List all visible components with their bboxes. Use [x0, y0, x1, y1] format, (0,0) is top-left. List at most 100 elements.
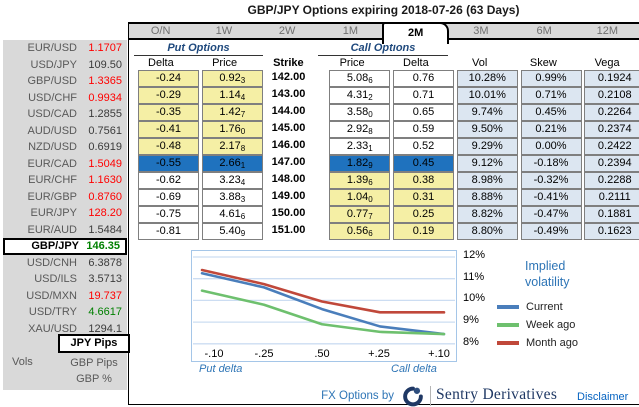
sidebar-pair-usdtry[interactable]: USD/TRY 4.6617	[3, 304, 127, 321]
sidebar-pair-usdmxn[interactable]: USD/MXN 19.737	[3, 288, 127, 305]
call-price-cell: 0.566	[329, 223, 391, 240]
sentry-logo-icon	[403, 386, 423, 407]
sidebar-pair-usdchf[interactable]: USD/CHF 0.9934	[3, 90, 127, 107]
legend-dash-current	[497, 305, 519, 309]
y-tick-0: 12%	[463, 249, 486, 261]
vega-cell: 0.1881	[584, 206, 639, 223]
skew-cell: 0.21%	[520, 121, 582, 138]
skew-cell: -0.32%	[520, 172, 582, 189]
skew-cell: -0.47%	[520, 206, 582, 223]
pair-label: EUR/JPY	[30, 207, 77, 219]
call-price-cell: 4.312	[329, 87, 391, 104]
price-main: 3.23	[219, 174, 241, 186]
tab-on[interactable]: O/N	[150, 25, 171, 37]
vol-cell: 8.88%	[456, 189, 518, 206]
legend-label: Current	[526, 301, 563, 313]
skew-cell: -0.18%	[520, 155, 582, 172]
legend-item-current: Current	[497, 298, 578, 316]
call-delta-cell: 0.31	[393, 189, 454, 206]
tab-12m[interactable]: 12M	[596, 25, 619, 37]
disclaimer-link[interactable]: Disclaimer	[577, 391, 629, 403]
vol-cell: 10.01%	[456, 87, 518, 104]
sidebar-pair-eurjpy[interactable]: EUR/JPY 128.20	[3, 205, 127, 222]
sidebar-pair-audusd[interactable]: AUD/USD 0.7561	[3, 123, 127, 140]
put-price-cell: 5.409	[201, 223, 263, 240]
tab-2w[interactable]: 2W	[278, 25, 296, 37]
pair-label: EUR/USD	[27, 42, 77, 54]
put-delta-cell: -0.62	[138, 172, 199, 189]
put-delta-cell: -0.24	[138, 70, 199, 87]
skew-cell: -0.49%	[520, 223, 582, 240]
put-delta-cell: -0.41	[138, 121, 199, 138]
sidebar-pair-nzdusd[interactable]: NZD/USD 0.6919	[3, 139, 127, 156]
pair-label: USD/MXN	[26, 289, 77, 302]
pair-label: EUR/GBP	[27, 190, 77, 203]
price-main: 0.56	[346, 225, 369, 237]
x-tick-1: -.25	[254, 348, 274, 360]
pair-label: GBP/USD	[27, 75, 77, 87]
x-tick-4: +.10	[428, 348, 450, 360]
vega-cell: 0.2288	[584, 172, 639, 189]
pair-value: 0.8760	[88, 190, 122, 203]
sidebar-pair-eurchf[interactable]: EUR/CHF 1.1630	[3, 172, 127, 189]
vega-cell: 0.2264	[584, 104, 639, 121]
pair-label: USD/CNH	[26, 256, 77, 269]
put-price-cell: 1.144	[201, 87, 263, 104]
price-subdigit: 6	[368, 229, 373, 238]
vega-cell: 0.2422	[584, 138, 639, 155]
tab-3m[interactable]: 3M	[473, 25, 489, 37]
vols-label: Vols	[12, 356, 33, 368]
sidebar-pair-eurcad[interactable]: EUR/CAD 1.5049	[3, 156, 127, 173]
price-main: 1.14	[219, 89, 241, 101]
call-price-cell: 2.928	[329, 121, 391, 138]
price-main: 0.77	[346, 208, 369, 220]
skew-cell: 0.00%	[520, 138, 582, 155]
strike-cell: 151.00	[271, 224, 306, 236]
price-main: 5.08	[346, 72, 369, 84]
put-price-cell: 2.661	[201, 155, 263, 172]
strike-cell: 147.00	[271, 156, 306, 168]
call-delta-cell: 0.52	[393, 138, 454, 155]
vega-cell: 0.1623	[584, 223, 639, 240]
put-price-cell: 3.883	[201, 189, 263, 206]
vol-mode-gbppips[interactable]: GBP Pips	[70, 357, 118, 369]
tab-6m[interactable]: 6M	[536, 25, 552, 37]
sidebar-pair-euraud[interactable]: EUR/AUD 1.5484	[3, 222, 127, 239]
currency-sidebar: EUR/USD 1.1707 USD/JPY 109.50 GBP/USD 1.3365 U…	[3, 40, 130, 390]
sidebar-pair-usdils[interactable]: USD/ILS 3.5713	[3, 271, 127, 288]
price-main: 4.31	[346, 89, 369, 101]
put-price-cell: 1.427	[201, 104, 263, 121]
brand-name: Sentry Derivatives	[436, 386, 558, 403]
strike-cell: 150.00	[271, 207, 306, 219]
sidebar-pair-gbpusd[interactable]: GBP/USD 1.3365	[3, 73, 127, 90]
put-delta-cell: -0.29	[138, 87, 199, 104]
put-delta-cell: -0.35	[138, 104, 199, 121]
pair-value: 109.50	[88, 58, 122, 71]
sidebar-pair-gbpjpy[interactable]: GBP/JPY 146.35	[3, 238, 127, 255]
put-price-cell: 1.760	[201, 121, 263, 138]
price-main: 0.92	[219, 72, 241, 84]
sidebar-pair-usdjpy[interactable]: USD/JPY 109.50	[3, 57, 127, 74]
tab-2m[interactable]: 2M	[382, 22, 450, 44]
vol-mode-gbp[interactable]: GBP %	[76, 373, 112, 385]
tab-1m[interactable]: 1M	[342, 25, 359, 37]
sidebar-pair-usdcnh[interactable]: USD/CNH 6.3878	[3, 255, 127, 272]
vol-mode-jpypips[interactable]: JPY Pips	[58, 334, 130, 353]
price-main: 1.76	[219, 123, 241, 135]
put-delta-cell: -0.48	[138, 138, 199, 155]
skew-cell: -0.41%	[520, 189, 582, 206]
sidebar-pair-usdcad[interactable]: USD/CAD 1.2855	[3, 106, 127, 123]
tab-1w[interactable]: 1W	[215, 25, 233, 37]
chart-legend: Current Week ago Month ago	[497, 298, 578, 352]
call-delta-cell: 0.65	[393, 104, 454, 121]
price-subdigit: 6	[240, 212, 246, 221]
call-price-cell: 0.777	[329, 206, 391, 223]
sidebar-pair-eurusd[interactable]: EUR/USD 1.1707	[3, 40, 127, 57]
put-delta-cell: -0.55	[138, 155, 199, 172]
footer-byline: FX Options by	[321, 390, 394, 402]
sidebar-pair-xauusd[interactable]: XAU/USD 1294.1	[3, 321, 127, 338]
sidebar-pair-eurgbp[interactable]: EUR/GBP 0.8760	[3, 189, 127, 206]
pair-value: 1.2855	[88, 108, 122, 120]
call-delta-cell: 0.25	[393, 206, 454, 223]
